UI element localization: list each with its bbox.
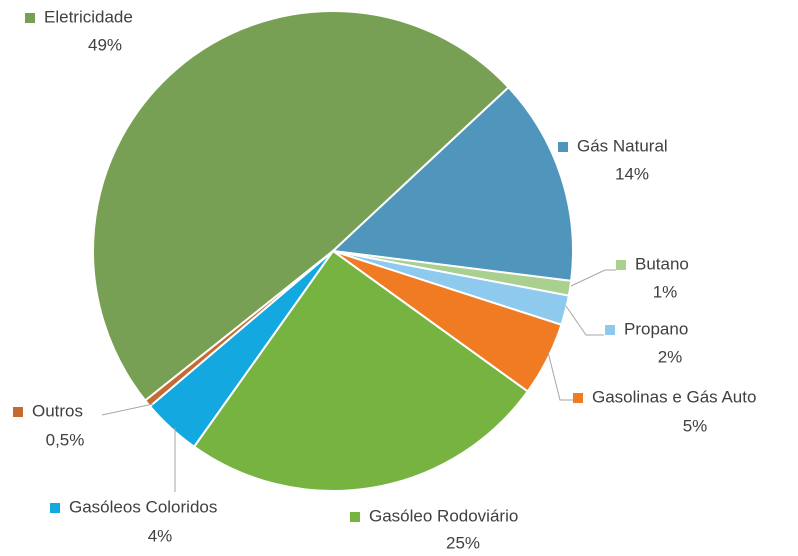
value-label: 5% <box>683 416 708 435</box>
value-label: 25% <box>446 533 480 552</box>
value-label: 49% <box>88 35 122 54</box>
pie-slice <box>330 85 574 282</box>
slice-label: Gasóleo Rodoviário <box>369 506 518 525</box>
value-label: 2% <box>658 347 683 366</box>
legend-swatch <box>573 393 583 403</box>
slice-label: Propano <box>624 319 688 338</box>
pie-slice <box>92 10 510 402</box>
legend-swatch <box>350 512 360 522</box>
legend-swatch <box>616 260 626 270</box>
value-label: 4% <box>148 526 173 545</box>
slice-label: Butano <box>635 254 689 273</box>
slice-label: Gás Natural <box>577 136 668 155</box>
slice-label: Gasolinas e Gás Auto <box>592 387 756 406</box>
legend-swatch <box>558 142 568 152</box>
leader-line <box>101 403 154 416</box>
value-label: 1% <box>653 282 678 301</box>
pie-slice <box>143 250 334 408</box>
value-label: 14% <box>615 164 649 183</box>
pie-slice <box>192 249 530 492</box>
slice-label: Outros <box>32 401 83 420</box>
leader-line <box>565 305 604 336</box>
leader-line <box>570 269 616 287</box>
legend-swatch <box>25 13 35 23</box>
slice-label: Gasóleos Coloridos <box>69 497 217 516</box>
slice-label: Eletricidade <box>44 7 133 26</box>
legend-swatch <box>605 325 615 335</box>
legend-swatch <box>13 407 23 417</box>
value-label: 0,5% <box>46 430 85 449</box>
legend-swatch <box>50 503 60 513</box>
leader-line <box>547 351 573 401</box>
